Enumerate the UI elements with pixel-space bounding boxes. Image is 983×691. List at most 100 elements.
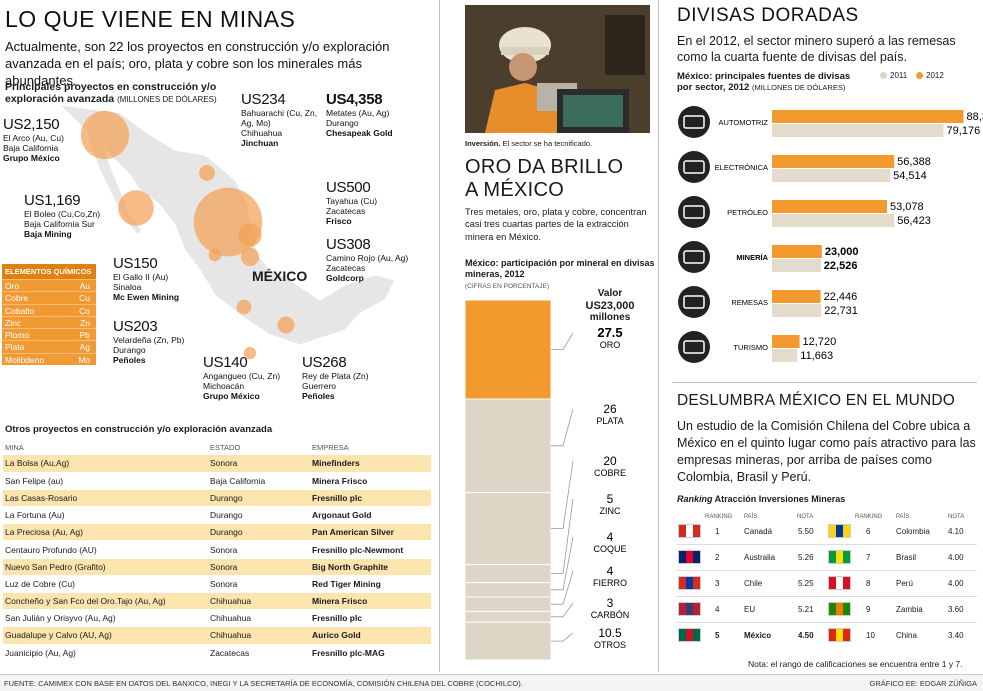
country-flag-icon	[828, 524, 851, 538]
right-divider	[672, 382, 977, 383]
rank-number: 10	[866, 631, 875, 640]
project-mine: Camino Rojo (Au, Ag)	[326, 253, 409, 263]
rank-col-pais: PAÍS	[744, 514, 758, 520]
rank-number: 8	[866, 579, 871, 588]
rank-country: México	[744, 631, 772, 640]
cell-estado: Sonora	[208, 575, 310, 594]
rank-score: 5.25	[798, 579, 814, 588]
project-label: US1,169 El Boleo (Cu,Co,Zn) Baja Califor…	[24, 192, 101, 240]
rank-row-divider	[677, 544, 977, 545]
rank-number: 6	[866, 527, 871, 536]
sector-icon	[683, 160, 705, 174]
rank-number: 5	[715, 631, 720, 640]
table-row: San Felipe (au) Baja California Minera Fri…	[3, 472, 431, 490]
country-flag-icon	[828, 576, 851, 590]
project-bubble	[199, 165, 215, 181]
cell-mina: Luz de Cobre (Cu)	[3, 575, 208, 594]
rank-country: Chile	[744, 579, 763, 588]
rank-subtitle: Ranking Atracción Inversiones Mineras	[677, 494, 846, 504]
cell-empresa: Red Tiger Mining	[310, 575, 431, 594]
project-company: Mc Ewen Mining	[113, 292, 180, 302]
value-2011: 56,423	[897, 215, 931, 227]
leader-line	[551, 570, 574, 605]
bar-2012	[772, 110, 964, 123]
rank-col-nota-2: NOTA	[948, 514, 965, 520]
country-flag-icon	[828, 602, 851, 616]
value-2011: 22,526	[824, 260, 858, 272]
stack-category-label: FIERRO	[593, 578, 627, 588]
sector-icon	[683, 295, 705, 309]
rank-score: 4.00	[948, 579, 964, 588]
legend-swatch-2012	[916, 72, 923, 79]
project-label: US500 Tayahua (Cu) Zacatecas Frisco	[326, 180, 377, 227]
left-lede: Actualmente, son 22 los proyectos en con…	[5, 39, 390, 88]
cell-empresa: Fresnillo plc-MAG	[310, 644, 431, 662]
cell-estado: Sonora	[208, 540, 310, 559]
project-state: Michoacán	[203, 381, 245, 391]
leader-line	[551, 632, 574, 642]
sector-icon	[683, 205, 705, 219]
rank-score: 4.00	[948, 553, 964, 562]
cell-empresa: Pan American Silver	[310, 523, 431, 542]
sector-icon	[678, 106, 710, 138]
project-mine: El Gallo II (Au)	[113, 272, 169, 282]
rank-score: 4.50	[798, 631, 814, 640]
sector-icon	[678, 241, 710, 273]
mineral-stacked-chart: 27.5ORO26PLATA20COBRE5ZINC4COQUE4FIERRO3…	[464, 299, 629, 661]
sector-icon	[683, 115, 705, 129]
project-state: Zacatecas	[326, 263, 366, 273]
project-mine: Angangueo (Cu, Zn)	[203, 371, 281, 381]
column-divider	[439, 0, 440, 672]
rank-row-divider	[677, 622, 977, 623]
rank-score: 4.10	[948, 527, 964, 536]
project-state: Sinaloa	[113, 282, 142, 292]
rank-country: Colombia	[896, 527, 930, 536]
cell-mina: San Felipe (au)	[3, 472, 208, 490]
cell-empresa: Big North Graphite	[310, 558, 431, 576]
column-divider	[658, 0, 659, 672]
footer-source: FUENTE: CAMIMEX CON BASE EN DATOS DEL BA…	[4, 679, 523, 688]
project-state: Baja California	[3, 143, 59, 153]
project-state: Baja California Sur	[24, 219, 95, 229]
country-flag-icon	[678, 524, 701, 538]
rank-country: Perú	[896, 579, 913, 588]
project-amount: US1,169	[24, 192, 81, 209]
element-row: Plata Ag	[2, 340, 96, 352]
element-symbol: Mo	[78, 354, 90, 365]
middle-text: Tres metales, oro, plata y cobre, concen…	[465, 207, 647, 242]
cell-mina: Nuevo San Pedro (Grafito)	[3, 558, 208, 576]
value-2012: 53,078	[890, 201, 924, 213]
project-state: Durango	[326, 118, 359, 128]
value-2012: 12,720	[803, 336, 837, 348]
project-state: Durango	[113, 345, 146, 355]
col-header-estado: ESTADO	[210, 443, 241, 452]
element-name: Plomo	[5, 330, 30, 341]
cell-estado: Sonora	[208, 455, 310, 473]
total-value-label: Valor US23,000 millones	[585, 288, 635, 323]
element-row: Cobre Cu	[2, 291, 96, 303]
divisas-chart: AUTOMOTRIZ 88,377 79,176 ELECTRÓNICA 56,388 5…	[678, 106, 983, 363]
cell-mina: Guadalupe y Calvo (AU, Ag)	[3, 626, 208, 645]
rank-number: 2	[715, 553, 720, 562]
project-bubble	[243, 346, 257, 360]
footer: FUENTE: CAMIMEX CON BASE EN DATOS DEL BA…	[0, 674, 983, 691]
project-bubble	[118, 190, 154, 226]
leader-line	[551, 602, 574, 618]
legend-swatch-2011	[880, 72, 887, 79]
element-name: Molibdeno	[5, 354, 45, 365]
project-bubble	[208, 248, 222, 262]
project-company: Chesapeak Gold	[326, 128, 393, 138]
photo-caption: Inversión. El sector se ha tecnificado.	[465, 139, 593, 148]
rank-country: Australia	[744, 553, 776, 562]
project-mine: El Boleo (Cu,Co,Zn)	[24, 209, 101, 219]
cell-estado: Durango	[208, 489, 310, 508]
stack-value-label: 10.5	[598, 626, 622, 640]
cell-mina: Juanicipio (Au, Ag)	[3, 644, 208, 662]
value-2012: 23,000	[825, 246, 859, 258]
rank-col-pais-2: PAÍS	[896, 514, 910, 520]
project-mine: El Arco (Au, Cu)	[3, 133, 64, 143]
sector-icon	[683, 340, 705, 354]
bar-2011	[772, 124, 944, 137]
stack-value-label: 4	[607, 530, 614, 544]
cell-mina: Concheño y San Fco del Oro.Tajo (Au, Ag)	[3, 592, 208, 611]
